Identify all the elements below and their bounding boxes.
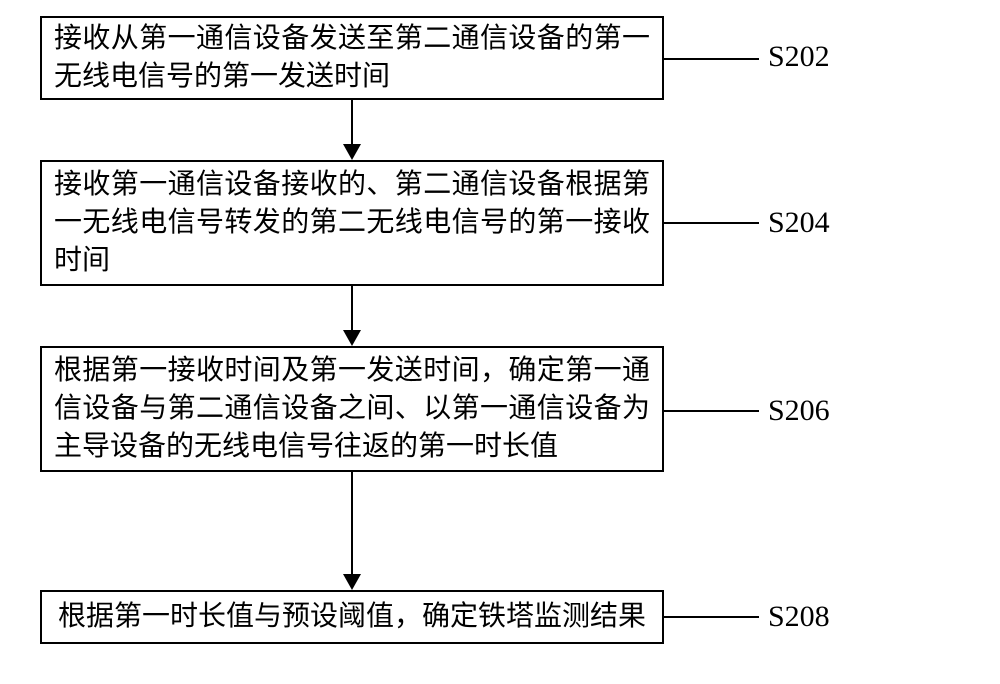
arrow-3-line xyxy=(351,472,353,574)
flow-step-4-text: 根据第一时长值与预设阈值，确定铁塔监测结果 xyxy=(58,598,646,636)
arrow-1-head xyxy=(343,144,361,160)
leader-line-1 xyxy=(664,58,759,60)
flow-step-4: 根据第一时长值与预设阈值，确定铁塔监测结果 xyxy=(40,590,664,644)
leader-line-3 xyxy=(664,410,759,412)
arrow-1-line xyxy=(351,100,353,144)
flow-step-1-label: S202 xyxy=(768,40,830,74)
flow-step-2-text: 接收第一通信设备接收的、第二通信设备根据第一无线电信号转发的第二无线电信号的第一… xyxy=(54,166,650,279)
flow-step-2-label: S204 xyxy=(768,206,830,240)
flow-step-1: 接收从第一通信设备发送至第二通信设备的第一无线电信号的第一发送时间 xyxy=(40,16,664,100)
flow-step-1-text: 接收从第一通信设备发送至第二通信设备的第一无线电信号的第一发送时间 xyxy=(54,20,650,96)
flow-step-3-label: S206 xyxy=(768,394,830,428)
flow-step-2: 接收第一通信设备接收的、第二通信设备根据第一无线电信号转发的第二无线电信号的第一… xyxy=(40,160,664,286)
arrow-2-line xyxy=(351,286,353,330)
leader-line-2 xyxy=(664,222,759,224)
flowchart-canvas: 接收从第一通信设备发送至第二通信设备的第一无线电信号的第一发送时间 S202 接… xyxy=(0,0,1000,684)
arrow-2-head xyxy=(343,330,361,346)
flow-step-3-text: 根据第一接收时间及第一发送时间，确定第一通信设备与第二通信设备之间、以第一通信设… xyxy=(54,352,650,465)
flow-step-3: 根据第一接收时间及第一发送时间，确定第一通信设备与第二通信设备之间、以第一通信设… xyxy=(40,346,664,472)
arrow-3-head xyxy=(343,574,361,590)
leader-line-4 xyxy=(664,616,759,618)
flow-step-4-label: S208 xyxy=(768,600,830,634)
